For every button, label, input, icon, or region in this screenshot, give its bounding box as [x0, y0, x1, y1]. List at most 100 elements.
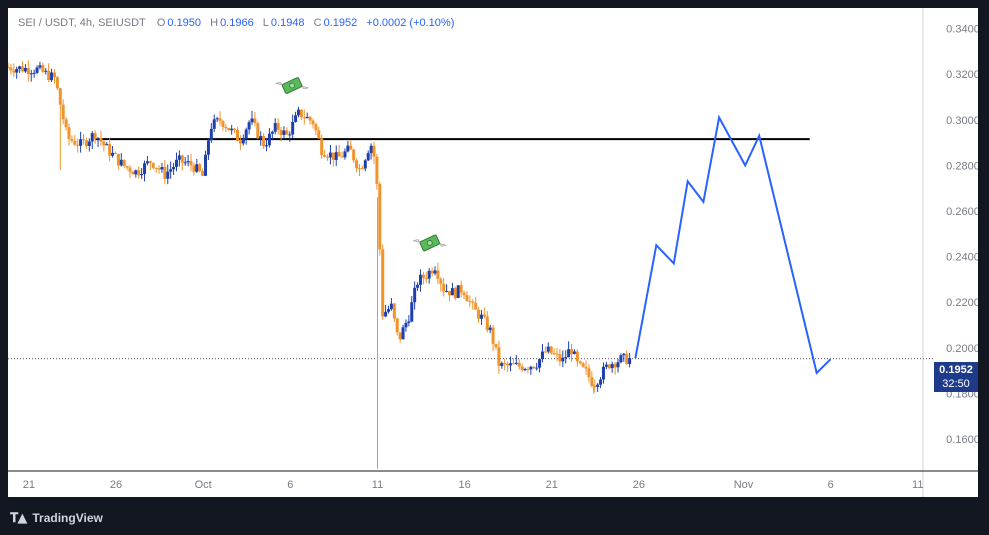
- candle-body: [73, 140, 77, 145]
- candle-body: [346, 145, 350, 152]
- chart-panel[interactable]: 0.3400 0.3200 0.3000 0.2800 0.2600 0.2400 0.22…: [8, 8, 978, 497]
- candle-up: [111, 145, 115, 158]
- x-tick-label: 21: [23, 479, 35, 491]
- candle-up: [29, 69, 33, 82]
- candle-down: [201, 168, 205, 177]
- candle-down: [137, 166, 141, 179]
- candle-down: [625, 350, 629, 365]
- candle-body: [250, 118, 254, 123]
- candle-up: [90, 130, 94, 150]
- candle-body: [328, 152, 332, 158]
- candle-body: [212, 119, 216, 129]
- tradingview-logo-icon: 𝐓▲: [10, 510, 27, 526]
- candle-body: [517, 362, 521, 367]
- candle-body: [384, 311, 388, 317]
- candle-down: [494, 343, 498, 350]
- candle-body: [570, 349, 574, 354]
- candle-down: [575, 349, 579, 367]
- candle-down: [549, 346, 553, 355]
- candle-up: [616, 358, 620, 373]
- candle-body: [375, 156, 379, 184]
- candle-down: [276, 118, 280, 135]
- candle-up: [366, 150, 370, 162]
- candle-up: [328, 144, 332, 165]
- candle-down: [320, 134, 324, 159]
- candle-up: [119, 153, 123, 167]
- candle-up: [195, 158, 199, 173]
- candle-body: [79, 139, 83, 146]
- candle-body: [607, 364, 611, 369]
- candle-body: [93, 133, 97, 140]
- candle-down: [584, 360, 588, 375]
- candle-body: [87, 141, 91, 146]
- x-tick-label: 26: [633, 479, 645, 491]
- candle-down: [326, 154, 330, 161]
- candle-body: [581, 363, 585, 367]
- candle-body: [285, 130, 289, 135]
- candle-up: [140, 167, 144, 179]
- tradingview-logo[interactable]: 𝐓▲ TradingView: [10, 509, 103, 527]
- candle-body: [189, 160, 193, 166]
- candle-up: [206, 138, 210, 161]
- candle-up: [143, 160, 147, 182]
- candle-up: [413, 281, 417, 310]
- candle-body: [113, 152, 117, 154]
- candle-up: [15, 66, 19, 79]
- candle-down: [84, 137, 88, 149]
- candle-down: [497, 340, 501, 374]
- candle-body: [201, 170, 205, 176]
- candle-down: [122, 159, 126, 169]
- axes: [8, 8, 978, 497]
- candle-down: [439, 277, 443, 292]
- candle-body: [418, 274, 422, 285]
- high-value: 0.1966: [220, 17, 254, 29]
- candle-up: [282, 126, 286, 140]
- candle-down: [253, 112, 257, 127]
- candle-up: [204, 150, 208, 177]
- candle-down: [511, 358, 515, 365]
- candle-down: [421, 271, 425, 285]
- candle-body: [233, 128, 237, 131]
- candle-body: [116, 153, 120, 166]
- candle-down: [462, 290, 466, 299]
- candle-body: [520, 366, 524, 371]
- close-value: 0.1952: [323, 17, 358, 29]
- money-with-wings-icon: [275, 77, 309, 94]
- candle-body: [198, 164, 202, 171]
- x-tick-label: 21: [546, 479, 558, 491]
- candle-body: [372, 145, 376, 157]
- candle-body: [433, 270, 437, 274]
- candle-down: [70, 135, 74, 143]
- candle-body: [535, 367, 539, 369]
- candle-up: [529, 365, 533, 375]
- x-tick-label: 11: [912, 479, 923, 491]
- price-chart[interactable]: 0.3400 0.3200 0.3000 0.2800 0.2600 0.2400 0.22…: [8, 8, 978, 497]
- current-price-value: 0.1952: [939, 364, 973, 376]
- candle-body: [140, 174, 144, 176]
- candle-body: [157, 168, 161, 170]
- candle-body: [424, 278, 428, 280]
- candle-body: [427, 270, 431, 279]
- candle-body: [125, 166, 129, 168]
- banknote-center: [289, 82, 295, 89]
- candle-up: [18, 65, 22, 73]
- candle-down: [331, 152, 335, 167]
- candle-up: [270, 130, 274, 140]
- candle-down: [47, 63, 51, 83]
- candle-down: [430, 267, 434, 277]
- candle-body: [363, 160, 367, 169]
- candle-body: [235, 130, 239, 141]
- candle-body: [381, 249, 385, 317]
- y-tick-label: 0.3400: [946, 24, 978, 36]
- candle-body: [610, 363, 614, 369]
- candle-body: [488, 327, 492, 331]
- candle-body: [334, 152, 338, 160]
- candle-body: [532, 366, 536, 368]
- candle-down: [482, 307, 486, 319]
- candle-body: [291, 121, 295, 135]
- candle-body: [549, 346, 553, 354]
- candle-down: [442, 278, 446, 297]
- candle-body: [137, 170, 141, 176]
- candle-body: [108, 144, 112, 156]
- candle-down: [55, 76, 59, 91]
